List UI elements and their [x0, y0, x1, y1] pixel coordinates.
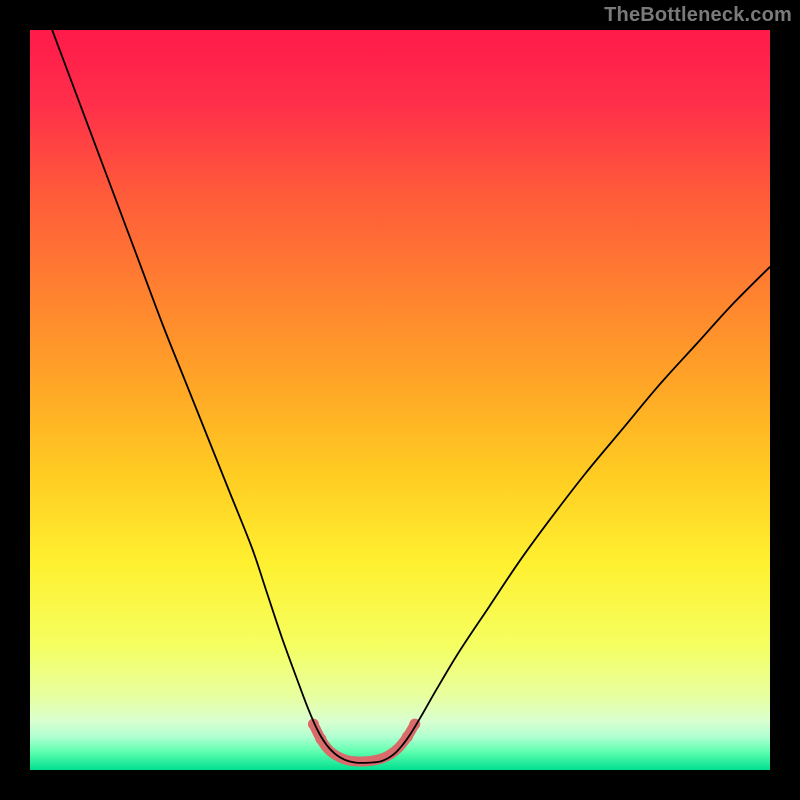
- trough-marker-path: [313, 724, 414, 761]
- plot-area: [30, 30, 770, 770]
- curve-layer: [30, 30, 770, 770]
- chart-frame: { "watermark": { "text": "TheBottleneck.…: [0, 0, 800, 800]
- bottleneck-curve: [52, 30, 770, 763]
- watermark-text: TheBottleneck.com: [604, 4, 792, 27]
